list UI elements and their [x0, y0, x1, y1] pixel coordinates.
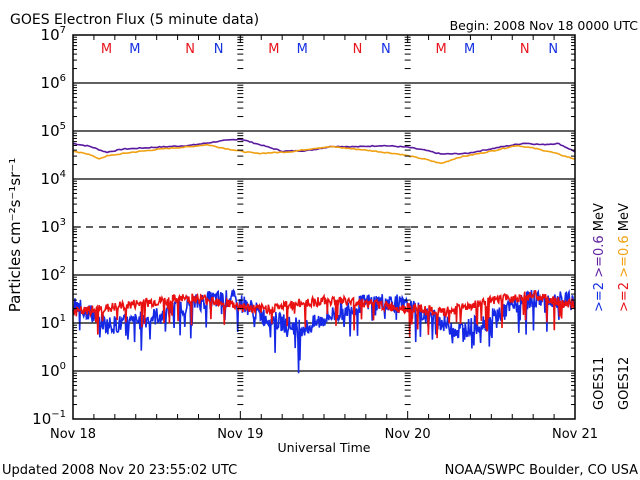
y-tick-exponent: 3 [60, 217, 66, 228]
legend-entry: >=2 [617, 282, 632, 312]
series-line-2 [73, 143, 576, 165]
y-tick-label: 100 [41, 361, 66, 380]
legend-satellite-label: GOES12 [617, 357, 632, 410]
satellite-marker: M [436, 42, 447, 57]
y-tick-label: 101 [41, 313, 66, 332]
series-line-4 [72, 289, 576, 339]
footer-updated: Updated 2008 Nov 20 23:55:02 UTC [2, 463, 237, 478]
satellite-marker: M [101, 42, 112, 57]
x-tick-label: Nov 20 [385, 427, 431, 442]
y-tick-base: 10 [41, 74, 60, 92]
y-tick-exponent: 6 [60, 73, 66, 84]
x-tick-label: Nov 21 [552, 427, 598, 442]
y-tick-base: 10 [41, 314, 60, 332]
chart-title: GOES Electron Flux (5 minute data) [10, 12, 259, 28]
legend-column: >=2 >=0.6 MeV [617, 203, 632, 312]
begin-label: Begin: 2008 Nov 18 0000 UTC [450, 18, 639, 33]
y-tick-base: 10 [41, 170, 60, 188]
satellite-marker: N [520, 42, 530, 57]
satellite-marker: M [268, 42, 279, 57]
legend-entry: MeV [617, 203, 632, 235]
series-line-1 [72, 138, 576, 155]
y-tick-base: 10 [32, 410, 51, 428]
satellite-marker: M [129, 42, 140, 57]
y-tick-exponent: 0 [60, 361, 66, 372]
y-tick-exponent: 5 [60, 121, 66, 132]
y-tick-label: 104 [41, 169, 66, 188]
y-tick-exponent: 1 [60, 313, 66, 324]
y-tick-label: 107 [41, 25, 66, 44]
x-tick-labels: Nov 18 Nov 19 Nov 20 Nov 21 [50, 427, 598, 442]
y-tick-label: 10−1 [32, 409, 66, 428]
x-tick-label: Nov 19 [217, 427, 263, 442]
y-tick-label: 106 [41, 73, 66, 92]
y-tick-exponent: 4 [60, 169, 66, 180]
threshold-lines [73, 82, 575, 372]
legend-entry: >=2 [592, 282, 607, 312]
y-tick-exponent: 2 [60, 265, 66, 276]
legend-entry: >=0.6 [617, 235, 632, 282]
y-tick-exponent: 7 [60, 25, 66, 36]
legend-entry: MeV [592, 203, 607, 235]
plot-frame [72, 34, 576, 420]
y-tick-base: 10 [41, 266, 60, 284]
y-tick-base: 10 [41, 218, 60, 236]
y-tick-label: 102 [41, 265, 66, 284]
y-tick-exponent: −1 [51, 409, 66, 420]
satellite-marker: N [381, 42, 391, 57]
satellite-marker: N [185, 42, 195, 57]
satellite-marker: N [353, 42, 363, 57]
satellite-marker: M [464, 42, 475, 57]
legend: >=2 >=0.6 MeV GOES11 >=2 >=0.6 MeV GOES12 [592, 203, 632, 410]
series-line-3 [72, 288, 576, 374]
series-layer [72, 138, 576, 374]
y-axis-label: Particles cm⁻²s⁻¹sr⁻¹ [6, 158, 24, 312]
y-tick-base: 10 [41, 26, 60, 44]
legend-column: >=2 >=0.6 MeV [592, 203, 607, 312]
satellite-marker: M [297, 42, 308, 57]
y-tick-base: 10 [41, 362, 60, 380]
x-tick-label: Nov 18 [50, 427, 96, 442]
y-tick-label: 105 [41, 121, 66, 140]
y-tick-label: 103 [41, 217, 66, 236]
y-tick-base: 10 [41, 122, 60, 140]
satellite-marker: N [548, 42, 558, 57]
legend-satellite-label: GOES11 [592, 357, 607, 410]
footer-source: NOAA/SWPC Boulder, CO USA [445, 463, 638, 478]
satellite-marker: N [214, 42, 224, 57]
legend-entry: >=0.6 [592, 235, 607, 282]
x-axis-label: Universal Time [278, 440, 371, 455]
